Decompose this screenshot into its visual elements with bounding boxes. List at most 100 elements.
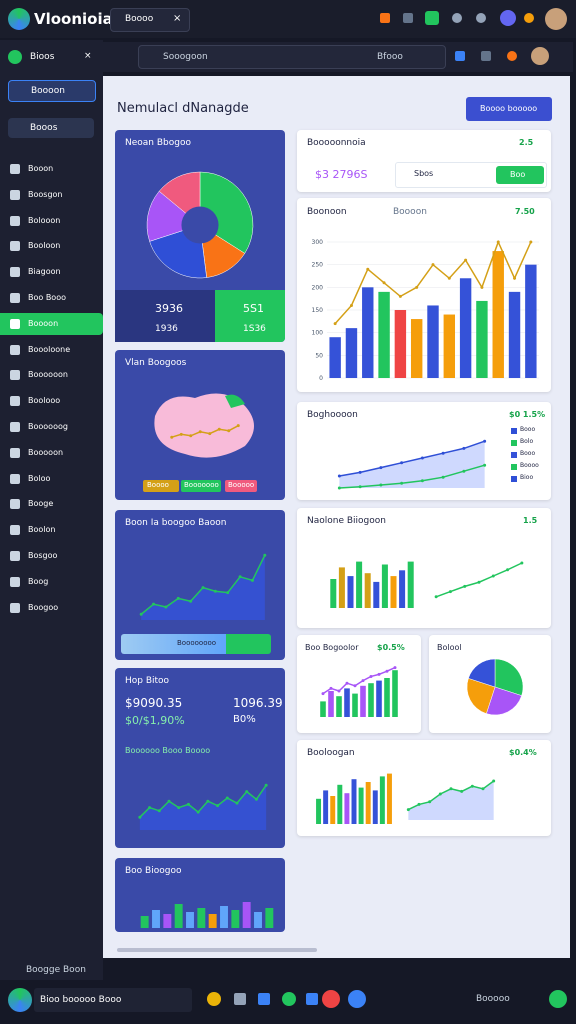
button[interactable]: Boo — [496, 166, 544, 184]
bar — [265, 908, 274, 928]
task-search-text: Bioo booooo Booo — [40, 995, 122, 1005]
pill[interactable]: Sbos Boo — [395, 162, 547, 188]
nav-item[interactable]: Boo Booo — [28, 293, 66, 302]
bar — [254, 912, 262, 928]
bar — [336, 696, 342, 717]
icon[interactable] — [455, 51, 465, 61]
search-input[interactable]: Sooogoon Bfooo — [138, 45, 446, 69]
nav-icon — [10, 525, 20, 536]
search-button[interactable]: Bfooo — [377, 52, 403, 62]
point — [406, 808, 410, 812]
point — [264, 783, 268, 787]
nav-item[interactable]: Boooon — [28, 318, 59, 328]
bar — [392, 670, 398, 717]
nav-item[interactable]: Biagoon — [28, 267, 61, 277]
point — [492, 779, 496, 783]
button[interactable]: Booooooo — [181, 480, 221, 492]
close[interactable]: × — [84, 51, 92, 61]
nav-item[interactable]: Booon — [28, 164, 54, 173]
icon[interactable] — [507, 51, 517, 61]
nav-item[interactable]: Boolon — [28, 525, 56, 535]
icon[interactable] — [425, 11, 439, 25]
avatar[interactable] — [545, 8, 567, 30]
nav-item[interactable]: Boolooo — [28, 396, 61, 406]
figure: B0% — [233, 714, 256, 725]
panel: Bolool — [429, 635, 551, 733]
button[interactable]: Boooo — [143, 480, 179, 492]
nav-icon — [10, 344, 20, 355]
nav-icon — [10, 215, 20, 226]
nav-item[interactable]: Boooooon — [28, 370, 68, 380]
nav-item[interactable]: Booloon — [28, 241, 61, 251]
button[interactable]: Booooo — [225, 480, 257, 492]
point — [417, 802, 421, 806]
bar — [508, 291, 521, 378]
app-icon[interactable] — [348, 990, 366, 1008]
nav-item[interactable]: Boogoo — [28, 602, 59, 612]
bar — [525, 264, 537, 378]
point — [420, 479, 424, 483]
app-icon[interactable] — [258, 993, 270, 1005]
icon[interactable] — [380, 13, 390, 23]
scrollbar[interactable] — [117, 948, 317, 952]
icon[interactable] — [476, 13, 486, 23]
point — [428, 800, 432, 804]
bar — [386, 773, 392, 824]
y-tick-label: 200 — [312, 284, 324, 291]
point — [379, 483, 383, 487]
nav-item[interactable]: Booooon — [28, 447, 64, 457]
point — [460, 789, 464, 793]
nav-item[interactable]: Bosgoo — [28, 551, 58, 560]
bar — [390, 576, 397, 608]
card: Hop Bitoo $9090.35 1096.39 $0/$1,90% B0%… — [115, 668, 285, 848]
app-icon[interactable] — [282, 992, 296, 1006]
bar — [345, 328, 358, 378]
pie-slice — [494, 658, 524, 696]
panel-title: Boonoon — [307, 207, 347, 217]
point — [321, 692, 325, 696]
bar — [394, 310, 407, 378]
page-title: Nemulacl dNanagde — [117, 101, 249, 116]
icon[interactable] — [452, 13, 462, 23]
notification[interactable] — [549, 990, 567, 1008]
app-icon[interactable] — [234, 993, 246, 1005]
point — [189, 599, 193, 603]
nav-item[interactable]: Boooloone — [28, 344, 71, 354]
primary-label: Boooon — [31, 86, 65, 96]
nav-item[interactable]: Boooooog — [28, 422, 68, 431]
button-label: Boooo — [147, 481, 169, 489]
start-button[interactable] — [8, 988, 32, 1012]
point — [369, 674, 373, 678]
nav-item[interactable]: Boloo — [28, 473, 51, 483]
nav-item[interactable]: Boosgon — [28, 189, 63, 199]
avatar[interactable] — [531, 47, 549, 65]
app-icon[interactable] — [322, 990, 340, 1008]
tab-close[interactable]: × — [173, 13, 182, 24]
icon[interactable] — [403, 13, 413, 23]
line-chart — [337, 439, 487, 490]
card: Neoan Bbogoo 3936 5S1 1936 1S36 — [115, 130, 285, 342]
card-title: Neoan Bbogoo — [125, 138, 191, 148]
secondary-button[interactable]: Booos — [8, 118, 94, 138]
nav-item[interactable]: Boog — [28, 576, 49, 586]
nav-item[interactable]: Booge — [28, 499, 54, 509]
app-icon[interactable] — [306, 993, 318, 1005]
icon[interactable] — [500, 10, 516, 26]
point — [358, 485, 362, 489]
card: Boo Bioogoo — [115, 858, 285, 932]
legend-swatch — [511, 464, 517, 470]
point — [217, 427, 221, 431]
action-button[interactable]: Boooo booooo — [466, 97, 552, 121]
icon[interactable] — [481, 51, 491, 61]
nav-item[interactable]: Bolooon — [28, 215, 61, 225]
primary-button[interactable]: Boooon — [8, 80, 96, 102]
point — [382, 281, 386, 285]
nav-icon — [10, 499, 20, 510]
app-icon[interactable] — [207, 992, 221, 1006]
icon[interactable] — [524, 13, 534, 23]
progress-button[interactable]: Boooooooo — [121, 634, 271, 654]
tab[interactable]: Boooo × — [110, 8, 190, 32]
task-search[interactable]: Bioo booooo Booo — [34, 988, 192, 1012]
y-tick-label: 300 — [312, 239, 324, 246]
point — [483, 439, 487, 443]
